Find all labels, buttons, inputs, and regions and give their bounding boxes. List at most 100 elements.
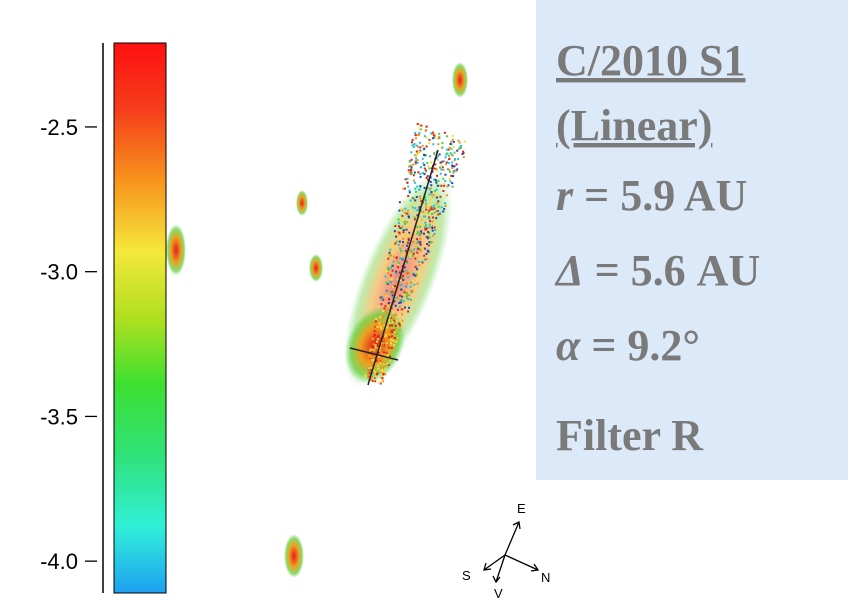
- speckle: [396, 278, 399, 281]
- speckle: [406, 233, 409, 235]
- speckle: [442, 160, 445, 163]
- speckle: [395, 313, 398, 316]
- speckle: [418, 132, 421, 134]
- speckle: [415, 137, 417, 140]
- speckle: [415, 190, 418, 193]
- speckle: [380, 367, 383, 370]
- speckle: [380, 328, 383, 331]
- speckle: [384, 335, 387, 338]
- speckle: [381, 353, 384, 356]
- speckle: [426, 249, 429, 252]
- speckle: [370, 349, 373, 352]
- speckle: [430, 241, 433, 244]
- speckle: [411, 206, 414, 209]
- speckle: [383, 365, 386, 368]
- speckle: [391, 277, 394, 280]
- speckle: [393, 319, 396, 322]
- speckle: [430, 191, 433, 193]
- speckle: [416, 214, 419, 217]
- speckle: [389, 254, 392, 257]
- speckle: [404, 239, 407, 242]
- tick-label: -3.0: [40, 260, 78, 285]
- speckle: [449, 180, 452, 183]
- speckle: [385, 344, 388, 347]
- speckle: [402, 231, 405, 234]
- panel-text: Filter R: [556, 411, 704, 460]
- speckle: [418, 123, 421, 126]
- speckle: [399, 294, 401, 297]
- speckle: [395, 327, 397, 330]
- speckle: [370, 366, 373, 369]
- speckle: [412, 146, 415, 149]
- speckle: [390, 266, 392, 269]
- speckle: [381, 361, 384, 364]
- speckle: [382, 341, 384, 344]
- speckle: [416, 246, 419, 249]
- speckle: [428, 138, 431, 141]
- speckle: [436, 202, 439, 205]
- speckle: [442, 169, 445, 172]
- speckle: [405, 286, 408, 289]
- speckle: [376, 338, 379, 341]
- speckle: [417, 240, 420, 243]
- speckle: [408, 171, 411, 174]
- speckle: [426, 237, 429, 240]
- speckle: [416, 209, 419, 212]
- speckle: [419, 249, 422, 252]
- speckle: [381, 380, 384, 383]
- speckle: [456, 149, 459, 152]
- speckle: [416, 123, 419, 125]
- speckle: [427, 165, 430, 168]
- speckle: [450, 140, 453, 143]
- speckle: [400, 308, 403, 311]
- speckle: [397, 218, 400, 221]
- speckle: [425, 257, 428, 260]
- speckle: [433, 220, 436, 223]
- panel-text: = 9.2°: [580, 321, 700, 370]
- speckle: [403, 291, 406, 294]
- speckle: [448, 158, 451, 161]
- speckle: [445, 163, 448, 166]
- speckle: [419, 146, 422, 149]
- speckle: [430, 208, 432, 211]
- speckle: [405, 249, 408, 252]
- speckle: [398, 305, 401, 308]
- speckle: [419, 243, 422, 246]
- speckle: [430, 196, 433, 199]
- speckle: [452, 175, 454, 178]
- speckle: [402, 278, 405, 281]
- speckle: [397, 266, 399, 269]
- speckle: [420, 166, 422, 169]
- speckle: [388, 297, 391, 300]
- panel-text: = 5.6 AU: [584, 246, 761, 295]
- speckle: [407, 225, 410, 228]
- speckle: [429, 180, 432, 183]
- speckle: [416, 230, 419, 233]
- speckle: [386, 302, 389, 305]
- speckle: [420, 230, 423, 233]
- speckle: [418, 206, 421, 209]
- speckle: [429, 220, 432, 223]
- speckle: [414, 134, 417, 137]
- speckle: [392, 317, 395, 320]
- speckle: [427, 244, 430, 247]
- speckle: [410, 281, 412, 284]
- speckle: [398, 225, 400, 228]
- speckle: [440, 206, 443, 209]
- speckle: [385, 333, 387, 336]
- speckle: [444, 205, 447, 207]
- speckle: [458, 141, 461, 144]
- speckle: [443, 182, 446, 185]
- speckle: [453, 151, 456, 154]
- speckle: [406, 181, 409, 184]
- speckle: [417, 260, 420, 263]
- star-blob: [166, 224, 186, 276]
- speckle: [391, 342, 394, 344]
- speckle: [418, 151, 421, 154]
- speckle: [392, 314, 395, 317]
- speckle: [411, 196, 414, 199]
- speckle: [418, 258, 421, 261]
- speckle: [395, 247, 398, 250]
- speckle: [439, 161, 442, 164]
- tick-label: -4.0: [40, 549, 78, 574]
